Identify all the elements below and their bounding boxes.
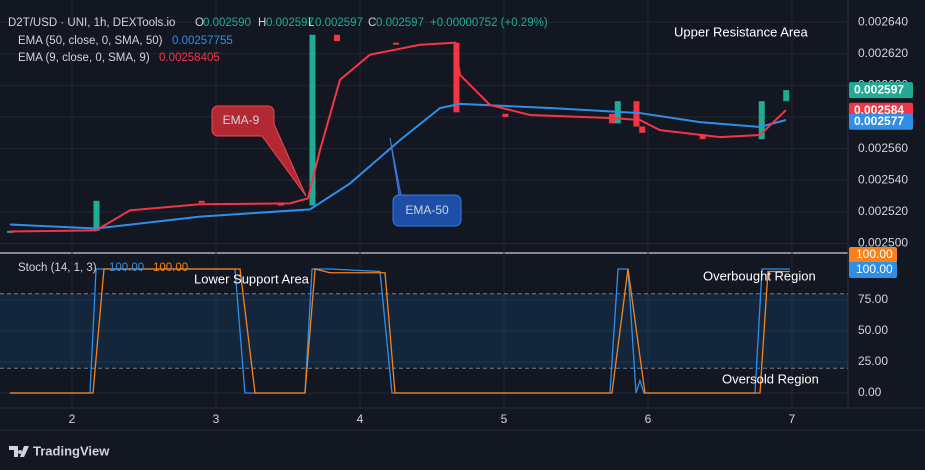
annotation: Overbought Region [703, 268, 816, 283]
x-tick-label: 4 [357, 412, 364, 426]
x-tick-label: 6 [645, 412, 652, 426]
candle [392, 42, 399, 45]
series-line [9, 102, 787, 230]
callout-label: EMA-50 [405, 203, 449, 217]
legend-value: 100.00 [109, 262, 144, 274]
ohlc-label: L [308, 17, 315, 29]
series-line [9, 268, 790, 394]
y-tick-label: 0.002620 [858, 46, 908, 60]
y-tick-label: 0.002640 [858, 14, 908, 28]
price-badge-label: 0.002577 [854, 114, 904, 128]
y-tick-label: 50.00 [858, 323, 888, 337]
ohlc-label: O [195, 17, 204, 29]
candle [502, 113, 509, 118]
ema50-callout [389, 137, 462, 227]
band-fill [0, 293, 848, 369]
price-badge [849, 82, 913, 99]
x-tick-label: 2 [69, 412, 76, 426]
candle [333, 34, 340, 42]
legend-value: 0.00257755 [172, 35, 233, 47]
candle [758, 101, 765, 140]
symbol: D2T/USD · UNI, 1h, DEXTools.io [8, 17, 175, 29]
price-badge-label: 0.002597 [854, 82, 904, 96]
legend-label: EMA (9, close, 0, SMA, 9) [18, 52, 150, 64]
y-tick-label: 25.00 [858, 354, 888, 368]
candle [93, 200, 100, 231]
price-badge [849, 113, 913, 130]
legend-label: Stoch (14, 1, 3) [18, 262, 97, 274]
ohlc-value: 0.002597 [315, 17, 363, 29]
value-badge-label: 100.00 [856, 262, 893, 276]
price-badge-label: 0.002584 [854, 103, 904, 117]
ohlc-value: 0.002590 [203, 17, 251, 29]
legend-label: EMA (50, close, 0, SMA, 50) [18, 35, 163, 47]
value-badge-label: 100.00 [856, 247, 893, 261]
ohlc-label: C [368, 17, 376, 29]
x-tick-label: 7 [789, 412, 796, 426]
legend-value: 0.00258405 [159, 52, 220, 64]
ohlc-value: 0.002597 [266, 17, 314, 29]
candle [699, 134, 706, 140]
ema9-callout [211, 105, 307, 197]
series-line [9, 41, 787, 233]
marks [7, 34, 790, 394]
value-badge [849, 261, 897, 278]
candle [453, 42, 460, 113]
annotation: Upper Resistance Area [674, 24, 808, 39]
callout-label: EMA-9 [223, 113, 260, 127]
y-tick-label: 0.002520 [858, 204, 908, 218]
y-tick-label: 0.00 [858, 385, 882, 399]
change: +0.00000752 (+0.29%) [430, 17, 548, 29]
annotation: Oversold Region [722, 371, 819, 386]
y-tick-label: 75.00 [858, 292, 888, 306]
candle [783, 90, 790, 102]
x-tick-label: 3 [213, 412, 220, 426]
ohlc-value: 0.002597 [376, 17, 424, 29]
candle [198, 200, 205, 203]
y-tick-label: 0.002540 [858, 172, 908, 186]
y-tick-label: 0.002500 [858, 236, 908, 250]
candle [309, 34, 316, 206]
x-tick-label: 5 [501, 412, 508, 426]
logo [9, 446, 29, 457]
annotation: Lower Support Area [194, 271, 310, 286]
brand: TradingView [33, 443, 110, 458]
grid [0, 0, 848, 408]
ohlc-label: H [258, 17, 266, 29]
y-tick-label: 0.002560 [858, 141, 908, 155]
value-badge [849, 246, 897, 263]
legend-value: 100.00 [153, 262, 188, 274]
candle [639, 126, 646, 133]
